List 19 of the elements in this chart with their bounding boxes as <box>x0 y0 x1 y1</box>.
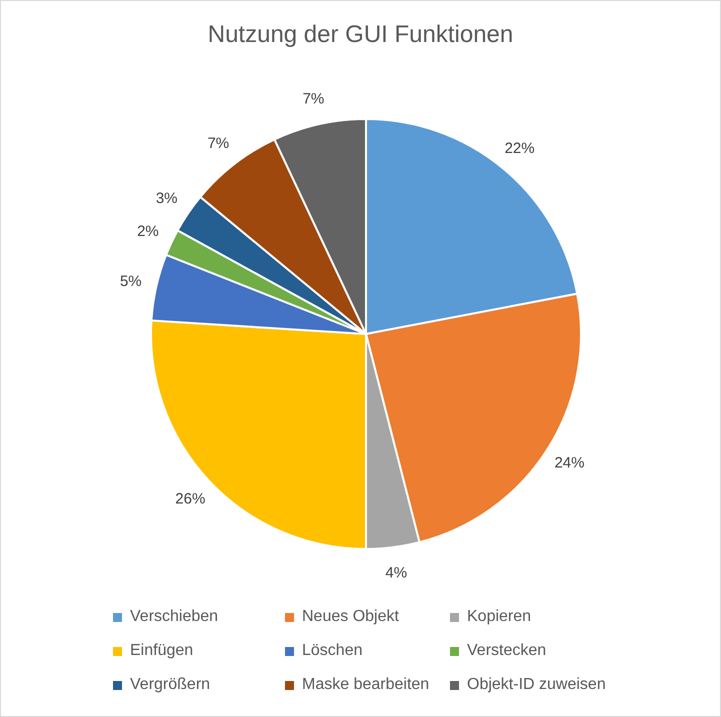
legend-label: Maske bearbeiten <box>302 676 430 694</box>
legend-label: Objekt-ID zuweisen <box>467 676 606 694</box>
data-label: 7% <box>207 135 230 152</box>
legend-label: Neues Objekt <box>302 608 399 626</box>
data-label: 5% <box>120 272 142 290</box>
legend-label: Löschen <box>302 642 362 660</box>
legend-label: Vergrößern <box>130 676 210 694</box>
data-label: 22% <box>504 140 535 157</box>
legend-label: Verschieben <box>130 608 218 626</box>
legend-label: Kopieren <box>467 608 532 626</box>
data-label: 26% <box>175 490 206 508</box>
data-label: 4% <box>385 564 408 582</box>
legend-label: Verstecken <box>467 642 546 660</box>
data-label: 7% <box>302 90 324 108</box>
data-label: 3% <box>156 190 178 208</box>
chart-title: Nutzung der GUI Funktionen <box>206 21 514 49</box>
data-label: 2% <box>137 222 159 240</box>
legend-label: Einfügen <box>130 642 194 660</box>
data-label: 24% <box>554 454 584 472</box>
